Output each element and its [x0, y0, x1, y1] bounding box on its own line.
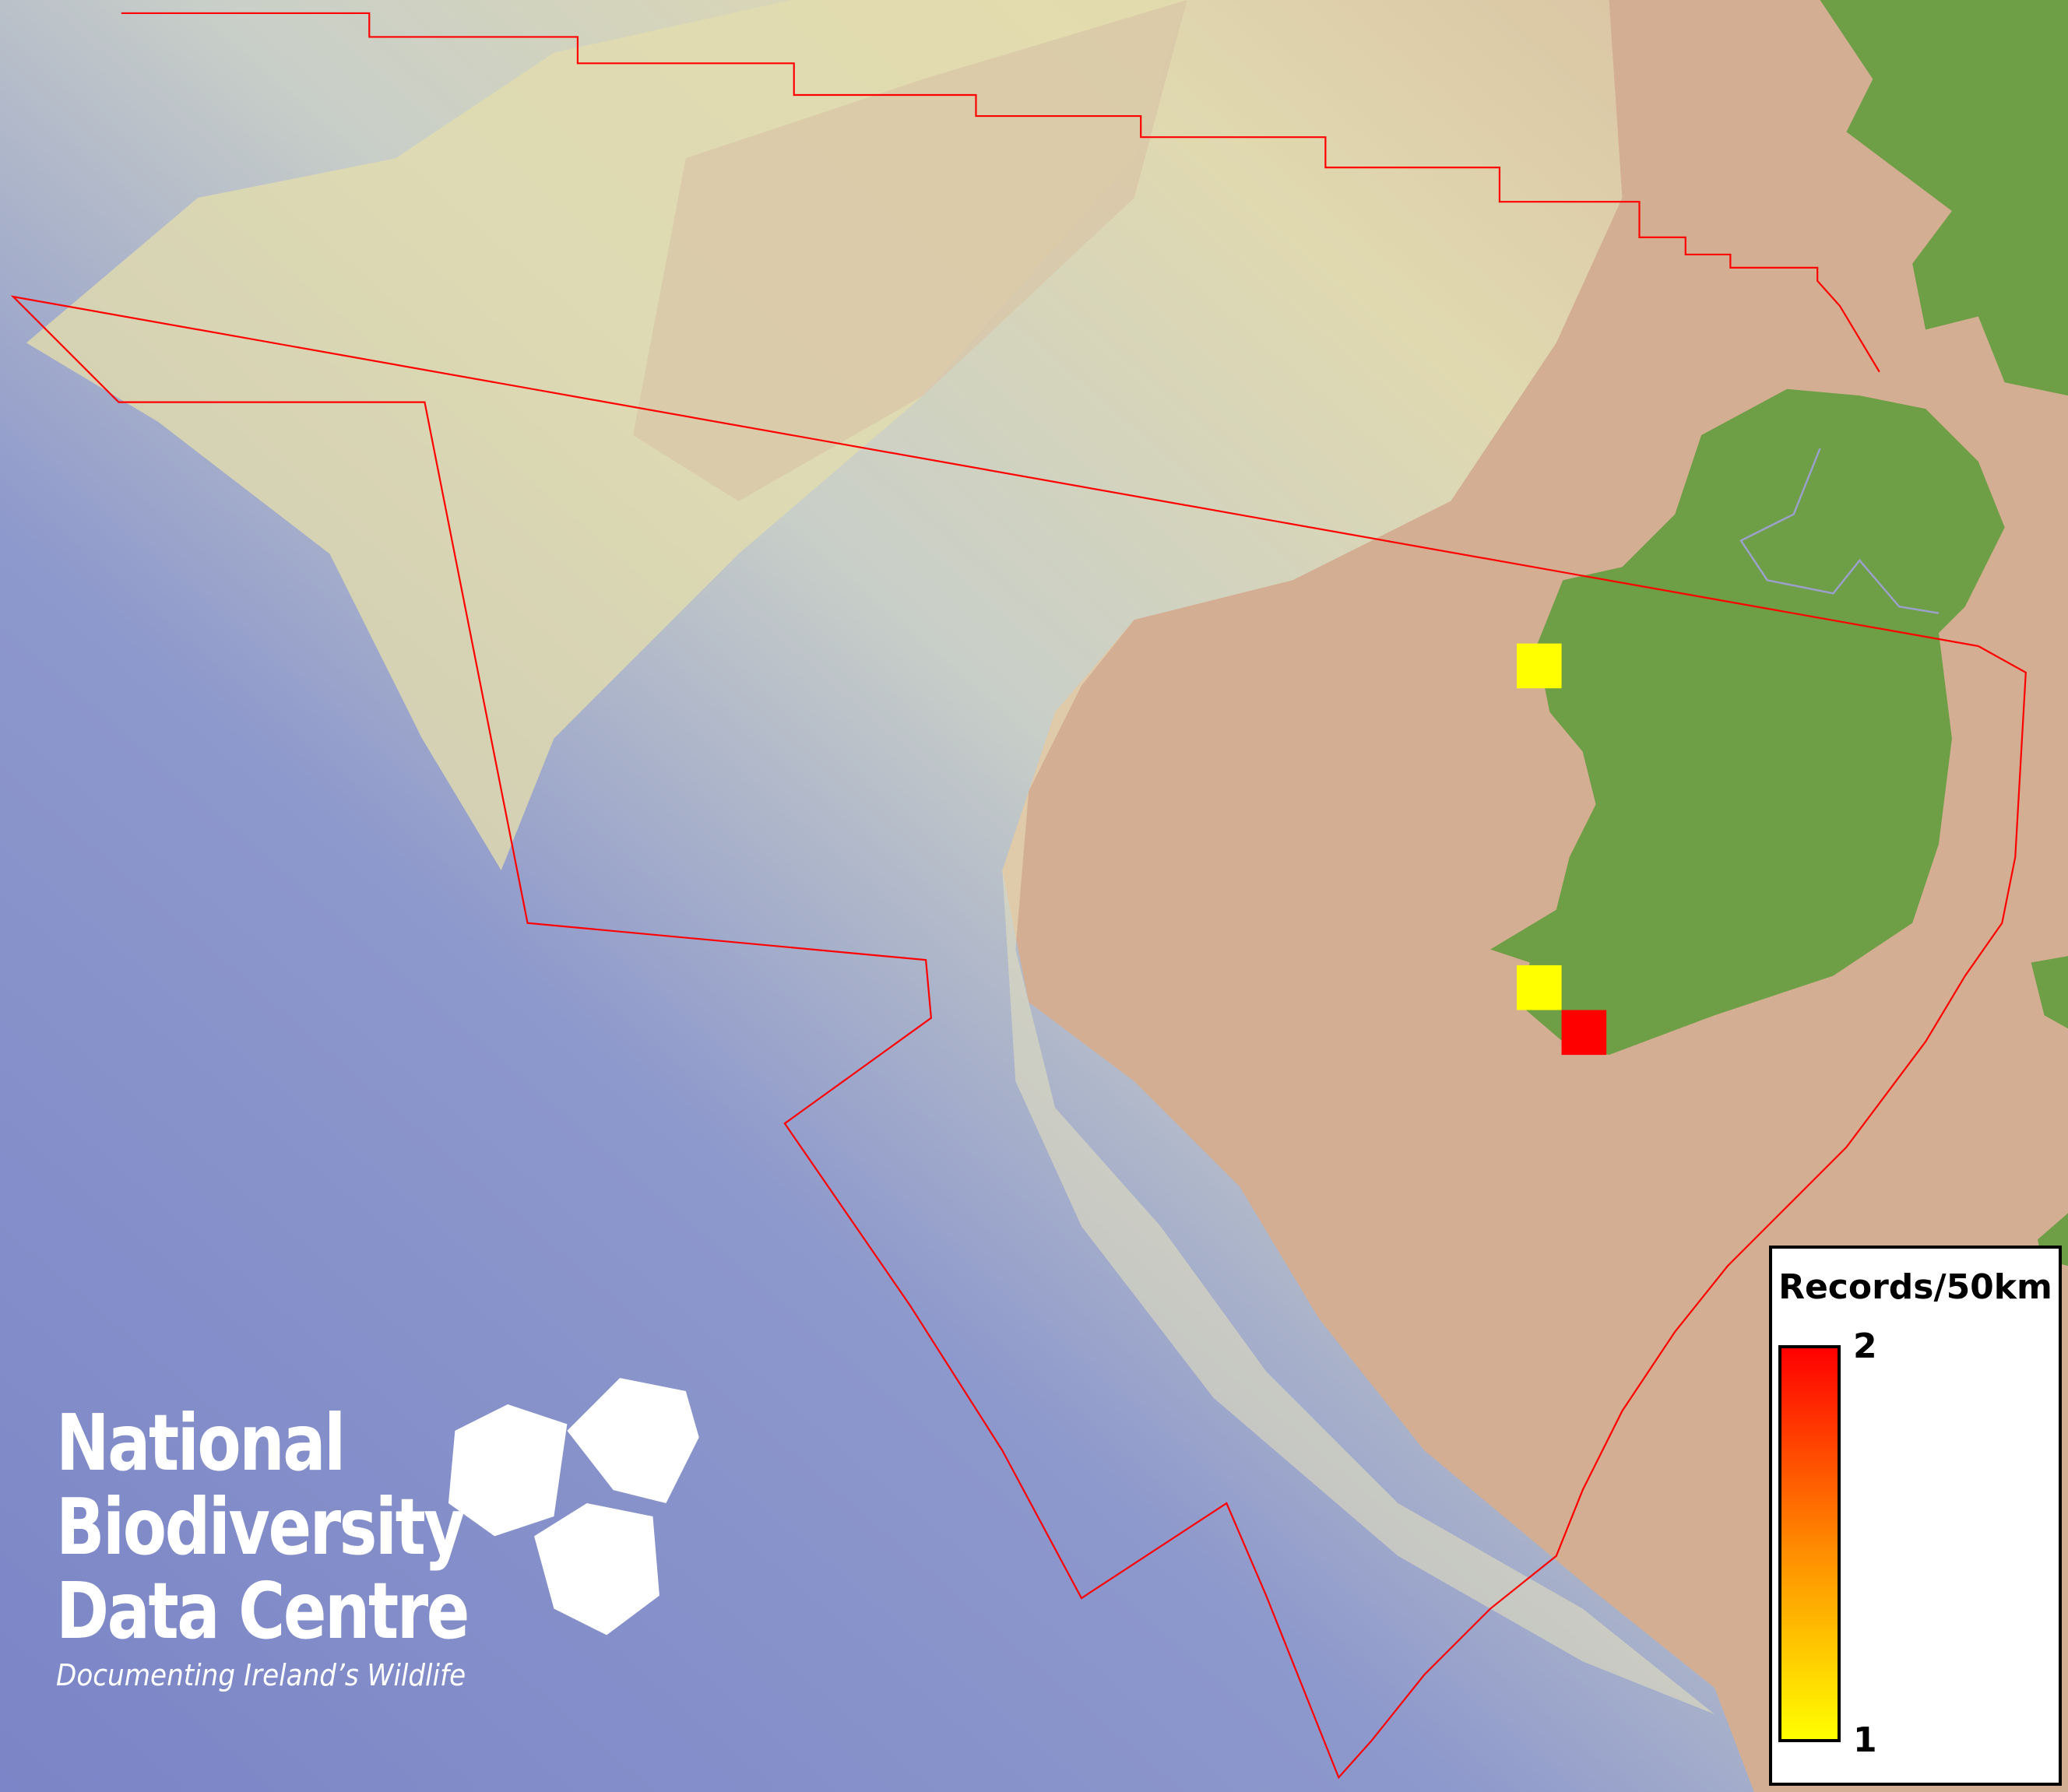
scotland-land — [1820, 0, 2068, 396]
record-square[interactable] — [1561, 1010, 1607, 1056]
study-area-boundary — [10, 12, 2027, 1780]
tree-hexagon-icon — [448, 1404, 568, 1537]
logo-tagline: Documenting Ireland’s Wildlife — [56, 1658, 466, 1692]
shelf-edge-slope — [1002, 620, 1715, 1715]
porcupine-bank — [633, 0, 1187, 501]
butterfly-hexagon-icon — [567, 1378, 699, 1504]
legend-max-label: 2 — [1853, 1326, 1877, 1366]
seahorse-hexagon-icon — [534, 1503, 659, 1636]
nbdc-logo: National Biodiversity Data Centre Docume… — [56, 1397, 558, 1693]
logo-emblem — [448, 1378, 699, 1636]
logo-line-3: Data Centre — [56, 1565, 470, 1657]
legend-title: Records/50km — [1778, 1267, 2052, 1307]
northern-ireland-border — [1739, 448, 1940, 614]
logo-line-2: Biodiversity — [56, 1481, 466, 1572]
logo-line-1: National — [56, 1397, 346, 1488]
legend: Records/50km 2 1 — [1769, 1246, 2062, 1786]
legend-color-ramp — [1778, 1345, 1841, 1742]
legend-min-label: 1 — [1853, 1720, 1877, 1760]
wales-land — [2031, 956, 2068, 1029]
record-square[interactable] — [1516, 965, 1562, 1010]
record-square[interactable] — [1516, 643, 1562, 689]
ireland-land — [1490, 388, 2005, 1056]
